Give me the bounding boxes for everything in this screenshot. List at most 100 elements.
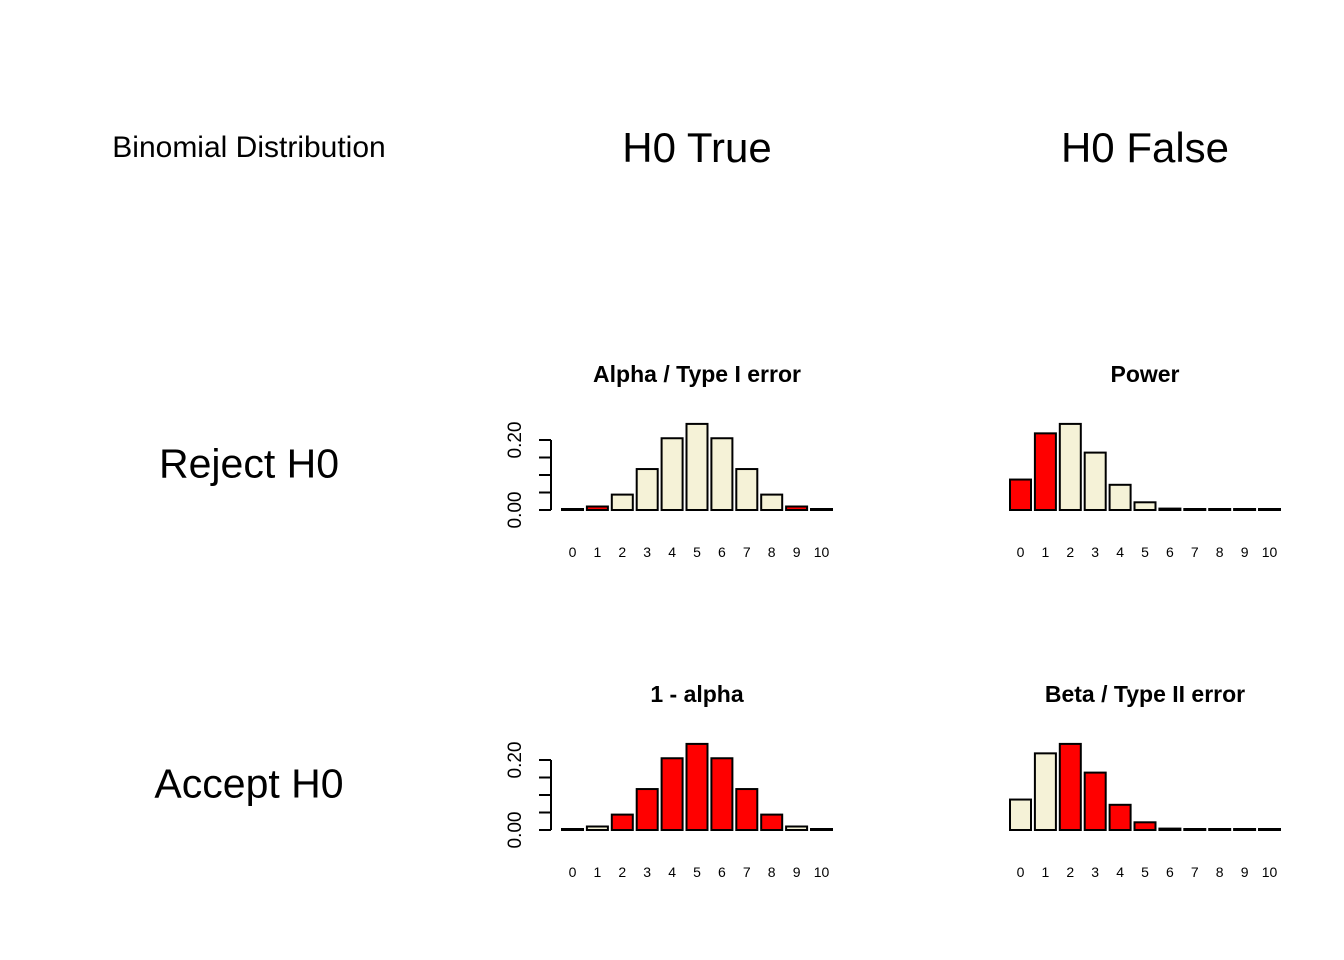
row-header-accept-h0: Accept H0: [154, 760, 344, 807]
bar-10: [810, 508, 833, 511]
x-tick-label: 9: [1241, 864, 1249, 880]
bar-2: [1058, 422, 1082, 511]
bar-5: [685, 422, 709, 511]
row-header-reject-h0: Reject H0: [158, 440, 340, 487]
x-tick-label: 7: [743, 864, 751, 880]
x-tick-label: 5: [1141, 864, 1149, 880]
corner-label: Binomial Distribution: [112, 131, 386, 164]
bar-1: [1033, 752, 1057, 831]
bar-10: [810, 828, 833, 831]
bar-7: [1183, 508, 1207, 511]
bar-6: [710, 437, 734, 511]
chart-title: Power: [1110, 361, 1179, 387]
x-tick-label: 6: [1166, 864, 1174, 880]
bar-9: [785, 505, 809, 511]
bar-9: [785, 825, 809, 831]
chart-title: 1 - alpha: [650, 681, 744, 707]
bar-5: [1133, 821, 1157, 831]
bar-4: [1108, 803, 1132, 831]
bar-7: [735, 788, 759, 831]
y-tick-label: 0.20: [505, 422, 526, 459]
x-tick-label: 5: [693, 864, 701, 880]
bar-2: [610, 813, 634, 831]
bar-3: [635, 468, 659, 511]
bar-3: [1083, 771, 1107, 831]
bar-7: [1183, 828, 1207, 831]
x-tick-label: 1: [1042, 544, 1050, 560]
x-tick-label: 2: [618, 544, 626, 560]
bar-0: [1009, 798, 1032, 831]
bar-6: [1158, 827, 1182, 831]
bar-3: [635, 788, 659, 831]
bar-4: [1108, 483, 1132, 511]
bar-5: [1133, 501, 1157, 511]
x-tick-label: 0: [569, 544, 577, 560]
x-tick-label: 4: [1116, 864, 1124, 880]
x-tick-label: 3: [1091, 864, 1099, 880]
x-tick-label: 2: [1066, 544, 1074, 560]
x-tick-label: 8: [768, 544, 776, 560]
bar-10: [1258, 508, 1281, 511]
bar-3: [1083, 451, 1107, 512]
x-tick-label: 4: [1116, 544, 1124, 560]
bar-0: [561, 828, 584, 831]
chart-panel-2: 1 - alpha 0 1 2 3 4 5 6 7 8 9 10 0.00 0.20: [505, 681, 833, 880]
bar-0: [561, 508, 584, 511]
bar-10: [1258, 828, 1281, 831]
column-header-h0-true: H0 True: [622, 124, 772, 171]
x-tick-label: 5: [1141, 544, 1149, 560]
x-tick-label: 7: [1191, 544, 1199, 560]
bar-6: [1158, 507, 1182, 512]
x-tick-label: 7: [743, 544, 751, 560]
x-tick-label: 9: [793, 544, 801, 560]
column-header-h0-false: H0 False: [1060, 124, 1230, 171]
x-tick-label: 5: [693, 544, 701, 560]
x-tick-label: 10: [1262, 864, 1278, 880]
x-tick-label: 0: [1017, 864, 1025, 880]
x-tick-label: 3: [643, 544, 651, 560]
x-tick-label: 9: [793, 864, 801, 880]
bar-8: [760, 813, 784, 831]
bar-9: [1233, 508, 1257, 511]
x-tick-label: 1: [594, 864, 602, 880]
y-tick-label: 0.20: [505, 742, 526, 779]
x-tick-label: 8: [768, 864, 776, 880]
x-tick-label: 8: [1216, 864, 1224, 880]
x-tick-label: 0: [569, 864, 577, 880]
bar-4: [660, 757, 684, 831]
bar-2: [610, 493, 634, 512]
bar-8: [760, 493, 784, 512]
x-tick-label: 8: [1216, 544, 1224, 560]
x-tick-label: 1: [594, 544, 602, 560]
x-tick-label: 0: [1017, 544, 1025, 560]
x-tick-label: 9: [1241, 544, 1249, 560]
bar-0: [1009, 478, 1032, 511]
x-tick-label: 6: [1166, 544, 1174, 560]
bar-9: [1233, 828, 1257, 831]
bar-5: [685, 742, 709, 832]
chart-panel-1: Power 0 1 2 3 4 5 6 7 8 9 10: [1009, 361, 1281, 560]
bar-4: [660, 437, 684, 511]
x-tick-label: 3: [643, 864, 651, 880]
bar-2: [1058, 742, 1082, 832]
x-tick-label: 7: [1191, 864, 1199, 880]
chart-title: Alpha / Type I error: [593, 361, 801, 387]
x-tick-label: 4: [668, 864, 676, 880]
y-tick-label: 0.00: [505, 492, 526, 529]
bar-8: [1208, 508, 1232, 511]
x-tick-label: 6: [718, 544, 726, 560]
chart-title: Beta / Type II error: [1045, 681, 1245, 707]
x-tick-label: 10: [814, 864, 830, 880]
x-tick-label: 2: [618, 864, 626, 880]
bar-1: [585, 505, 609, 511]
chart-panel-3: Beta / Type II error 0 1 2 3 4 5 6 7 8 9 10: [1009, 681, 1281, 880]
x-tick-label: 4: [668, 544, 676, 560]
x-tick-label: 1: [1042, 864, 1050, 880]
x-tick-label: 6: [718, 864, 726, 880]
x-tick-label: 10: [814, 544, 830, 560]
y-tick-label: 0.00: [505, 812, 526, 849]
bar-1: [1033, 432, 1057, 512]
bar-8: [1208, 828, 1232, 831]
chart-panel-0: Alpha / Type I error 0 1 2 3 4 5 6 7 8 9 10 0.00 0.20: [505, 361, 833, 560]
